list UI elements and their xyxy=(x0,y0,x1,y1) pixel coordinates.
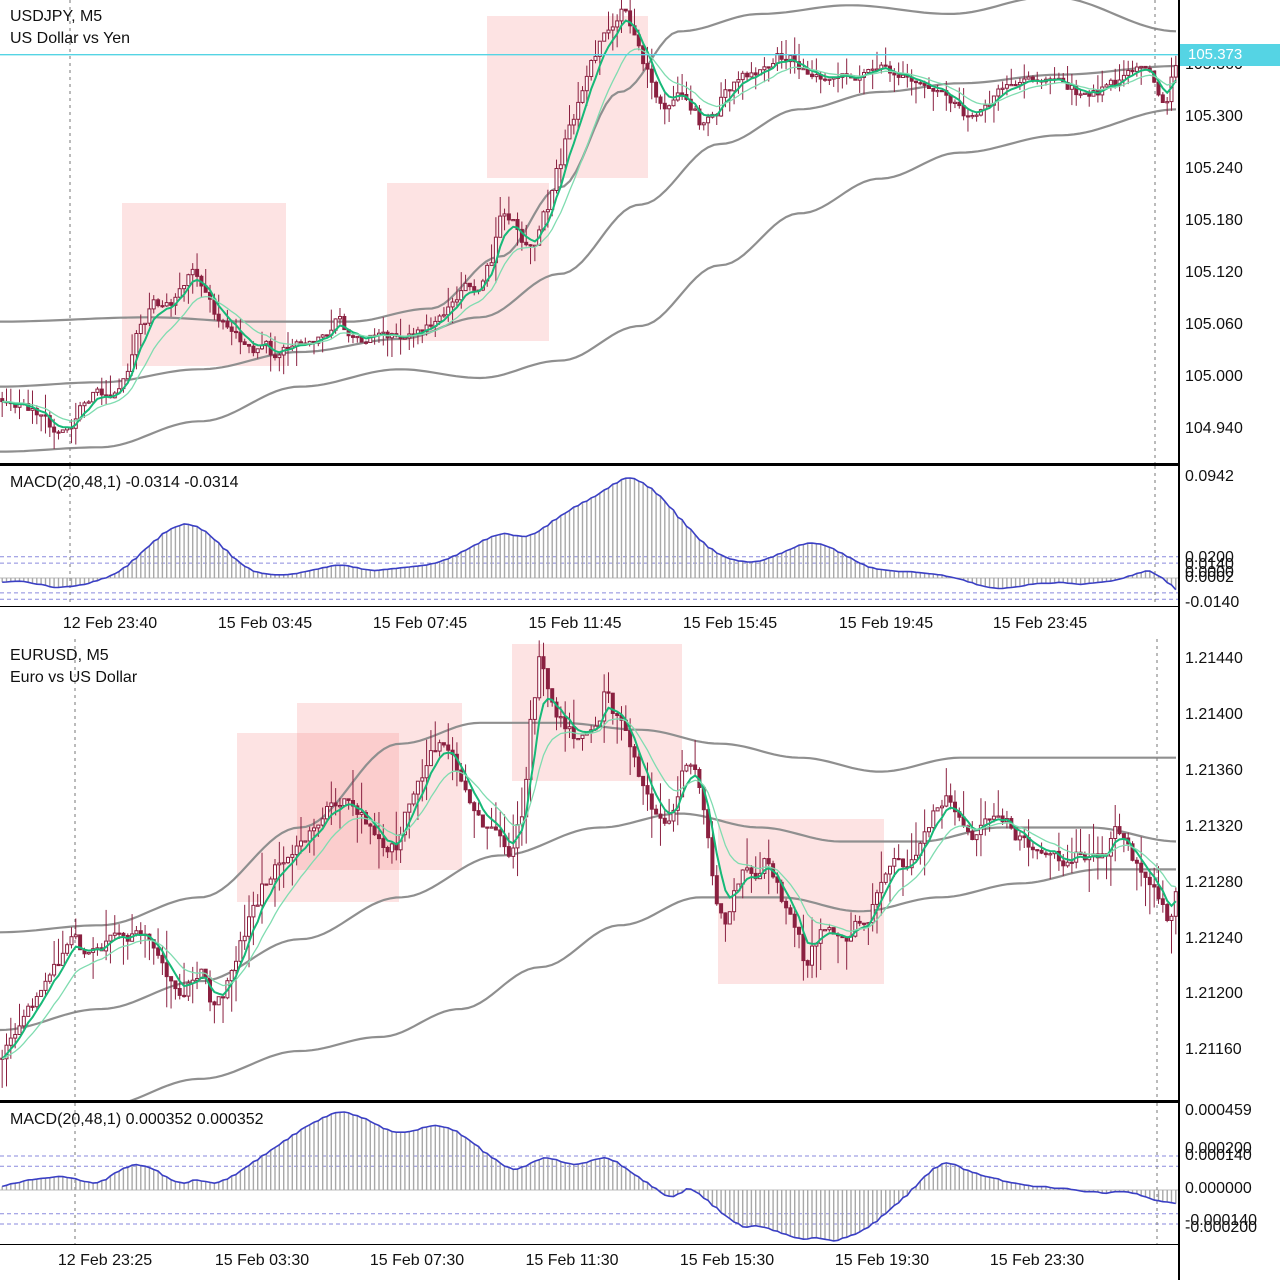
bollinger-lower xyxy=(129,868,1176,1100)
axis-label: 0.000000 xyxy=(1185,1180,1252,1197)
bollinger-upper xyxy=(0,721,1176,934)
eurusd-time-axis: 12 Feb 23:25 15 Feb 03:30 15 Feb 07:30 15 F… xyxy=(0,1245,1178,1279)
axis-label: 1.21160 xyxy=(1185,1041,1242,1058)
time-axis-label: 15 Feb 11:45 xyxy=(528,615,622,632)
axis-label: 1.21280 xyxy=(1185,874,1243,891)
axis-label: 1.21200 xyxy=(1185,985,1243,1002)
macd-histogram xyxy=(1,478,1177,590)
time-axis-label: 15 Feb 19:30 xyxy=(834,1252,930,1269)
bollinger-middle xyxy=(0,64,1177,388)
axis-label: 1.21400 xyxy=(1185,706,1243,723)
axis-label: 105.180 xyxy=(1185,212,1243,229)
panel-separator xyxy=(0,1244,1178,1245)
time-axis-label: 15 Feb 03:45 xyxy=(217,615,313,632)
ma-fast-line xyxy=(2,19,1177,429)
highlight-zone xyxy=(487,16,648,178)
highlight-zone xyxy=(237,733,399,902)
macd-line xyxy=(2,1111,1176,1242)
axis-label: 0.000140 xyxy=(1185,1147,1252,1164)
axis-label: 1.21240 xyxy=(1185,930,1243,947)
axis-label: -0.000200 xyxy=(1185,1219,1258,1236)
panel-separator xyxy=(0,1100,1178,1103)
axis-label: 0.0002 xyxy=(1185,569,1234,586)
bollinger-lower xyxy=(0,108,1177,453)
time-axis-label: 15 Feb 07:45 xyxy=(372,615,468,632)
macd-indicator-label: MACD(20,48,1) 0.000352 0.000352 xyxy=(10,1111,264,1128)
time-axis-label: 15 Feb 23:30 xyxy=(989,1252,1085,1269)
eurusd-price-chart[interactable]: EURUSD, M5 Euro vs US Dollar xyxy=(0,639,1178,1100)
axis-label: 105.000 xyxy=(1185,368,1243,385)
highlight-zone xyxy=(387,183,549,341)
panel-separator xyxy=(0,606,1178,607)
axis-label: 1.21360 xyxy=(1185,762,1243,779)
ma-slow-line xyxy=(2,48,1177,422)
symbol-subtitle: US Dollar vs Yen xyxy=(10,30,131,47)
axis-label: 105.240 xyxy=(1185,160,1243,177)
axis-label: 0.0200 xyxy=(1185,549,1234,566)
time-axis-label: 15 Feb 19:45 xyxy=(838,615,934,632)
axis-label: 0.0140 xyxy=(1185,556,1234,573)
axis-label: 1.21320 xyxy=(1185,818,1243,835)
bollinger-middle xyxy=(0,812,1177,1032)
axis-label: -0.0140 xyxy=(1185,594,1240,611)
time-axis-label: 15 Feb 07:30 xyxy=(369,1252,465,1269)
time-axis-label: 12 Feb 23:25 xyxy=(57,1252,153,1269)
time-axis-label: 15 Feb 15:30 xyxy=(679,1252,775,1269)
time-axis-label: 15 Feb 03:30 xyxy=(214,1252,310,1269)
macd-histogram xyxy=(1,1112,1177,1241)
axis-label: 0.000200 xyxy=(1185,1140,1252,1157)
axis-label: -0.000140 xyxy=(1185,1212,1258,1229)
axis-label: 105.300 xyxy=(1185,108,1243,125)
price-axis-column[interactable]: 105.360105.300105.240105.180105.120105.0… xyxy=(1178,0,1280,1280)
time-axis-label: 15 Feb 11:30 xyxy=(525,1252,619,1269)
symbol-subtitle: Euro vs US Dollar xyxy=(10,669,138,686)
time-axis-label: 15 Feb 23:45 xyxy=(992,615,1088,632)
axis-label: 105.120 xyxy=(1185,264,1243,281)
eurusd-macd-panel[interactable]: MACD(20,48,1) 0.000352 0.000352 xyxy=(0,1103,1178,1244)
axis-label: 104.940 xyxy=(1185,420,1243,437)
candles-layer xyxy=(0,640,1178,1088)
highlight-zone xyxy=(297,703,462,870)
time-axis-label: 15 Feb 15:45 xyxy=(682,615,778,632)
usdjpy-macd-panel[interactable]: MACD(20,48,1) -0.0314 -0.0314 xyxy=(0,466,1178,606)
axis-label: 105.060 xyxy=(1185,316,1243,333)
axis-label: 1.21440 xyxy=(1185,650,1243,667)
current-price-tag: 105.373 xyxy=(1180,43,1280,66)
axis-label: 0.0942 xyxy=(1185,468,1234,485)
usdjpy-price-chart[interactable]: USDJPY, M5 US Dollar vs Yen xyxy=(0,0,1178,463)
symbol-title: USDJPY, M5 xyxy=(10,8,103,25)
macd-indicator-label: MACD(20,48,1) -0.0314 -0.0314 xyxy=(10,474,239,491)
usdjpy-time-axis: 12 Feb 23:40 15 Feb 03:45 15 Feb 07:45 15 F… xyxy=(0,608,1178,642)
macd-line xyxy=(2,477,1177,591)
symbol-title: EURUSD, M5 xyxy=(10,647,109,664)
axis-label: 0.0000 xyxy=(1185,564,1234,581)
axis-label: 0.000459 xyxy=(1185,1102,1252,1119)
time-axis-label: 12 Feb 23:40 xyxy=(62,615,158,632)
ma-slow-line xyxy=(1,718,1176,1060)
panel-separator xyxy=(0,463,1178,466)
